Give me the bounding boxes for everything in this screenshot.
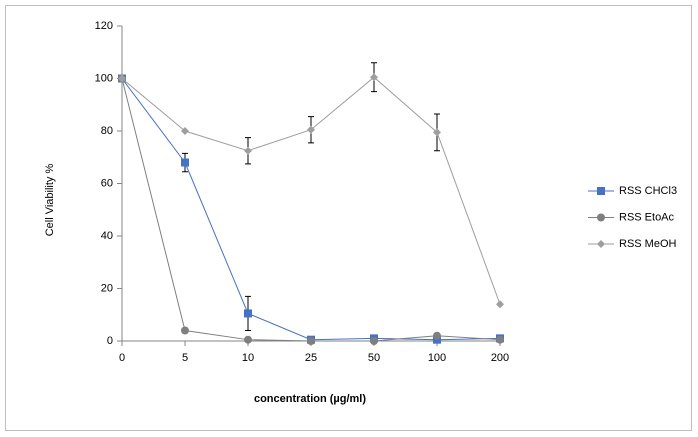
x-tick-label: 200 (491, 352, 509, 364)
y-axis-label: Cell Viability % (44, 164, 56, 237)
y-tick-label: 60 (101, 177, 113, 189)
x-axis-label: concentration (µg/ml) (254, 393, 366, 405)
marker (496, 300, 504, 309)
x-tick-label: 25 (305, 352, 317, 364)
marker (433, 331, 441, 340)
y-tick-label: 120 (95, 20, 113, 32)
legend-label: RSS EtoAc (619, 211, 675, 223)
marker (597, 213, 605, 222)
marker (244, 309, 252, 318)
x-tick-label: 5 (182, 352, 188, 364)
y-tick-label: 80 (101, 125, 113, 137)
x-tick-label: 50 (368, 352, 380, 364)
marker (181, 158, 189, 167)
marker (118, 74, 126, 83)
marker (597, 187, 605, 195)
marker (433, 128, 441, 137)
marker (597, 240, 605, 248)
marker (307, 125, 315, 134)
marker (496, 335, 504, 344)
x-tick-label: 100 (428, 352, 446, 364)
legend-label: RSS MeOH (619, 238, 677, 250)
marker (370, 73, 378, 82)
marker (244, 335, 252, 344)
marker (370, 337, 378, 345)
y-tick-label: 20 (101, 282, 113, 294)
y-tick-label: 100 (95, 72, 113, 84)
marker (244, 146, 252, 155)
marker (181, 326, 189, 335)
x-tick-label: 0 (119, 352, 125, 364)
marker (307, 337, 315, 345)
legend-label: RSS CHCl3 (619, 185, 677, 197)
x-tick-label: 10 (242, 352, 254, 364)
y-tick-label: 40 (101, 230, 113, 242)
y-tick-label: 0 (107, 335, 113, 347)
marker (181, 127, 189, 135)
